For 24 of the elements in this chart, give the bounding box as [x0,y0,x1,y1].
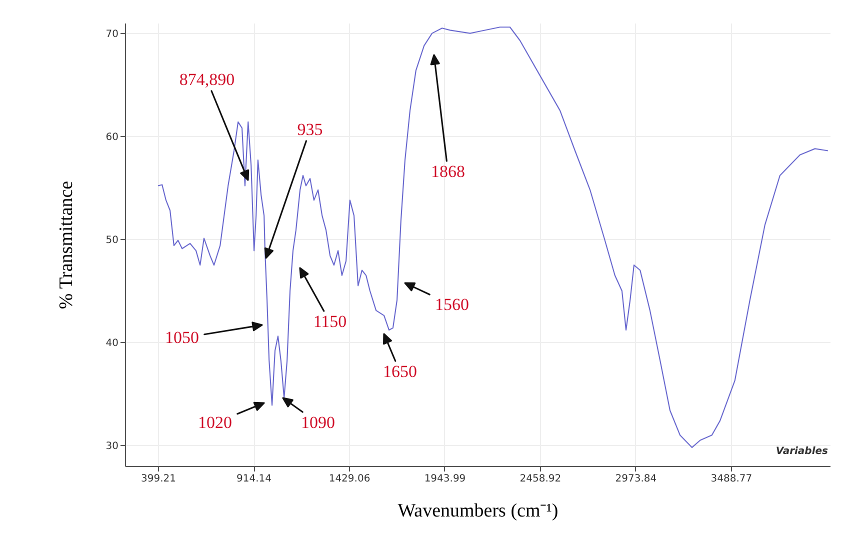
annotation: 874,890 [179,70,235,89]
x-tick-label: 1943.99 [424,474,466,484]
annotation: 1020 [198,413,232,432]
x-tick-label: 914.14 [236,474,272,484]
x-axis-title: Wavenumbers (cm⁻¹) [398,500,558,522]
annotation: 1560 [435,295,469,314]
y-tick-label: 40 [106,338,118,349]
y-tick-label: 70 [106,28,118,40]
x-tick-label: 399.21 [141,474,176,484]
annotation: 1650 [383,362,417,381]
annotation: 935 [297,120,323,139]
x-tick-label: 1429.06 [328,474,370,484]
annotation: Variables [776,446,828,457]
x-tick-label: 2458.92 [520,474,562,484]
y-axis-title: % Transmittance [56,180,77,310]
y-tick-label: 60 [106,132,118,143]
x-tick-label: 2973.84 [615,474,657,484]
y-tick-label: 50 [106,234,118,246]
annotation: 1090 [301,413,335,432]
x-tick-label: 3488.77 [710,474,752,484]
annotation: 1150 [313,312,347,331]
annotation: 1868 [431,162,465,181]
annotation: 1050 [165,328,199,347]
y-tick-label: 30 [106,440,118,452]
